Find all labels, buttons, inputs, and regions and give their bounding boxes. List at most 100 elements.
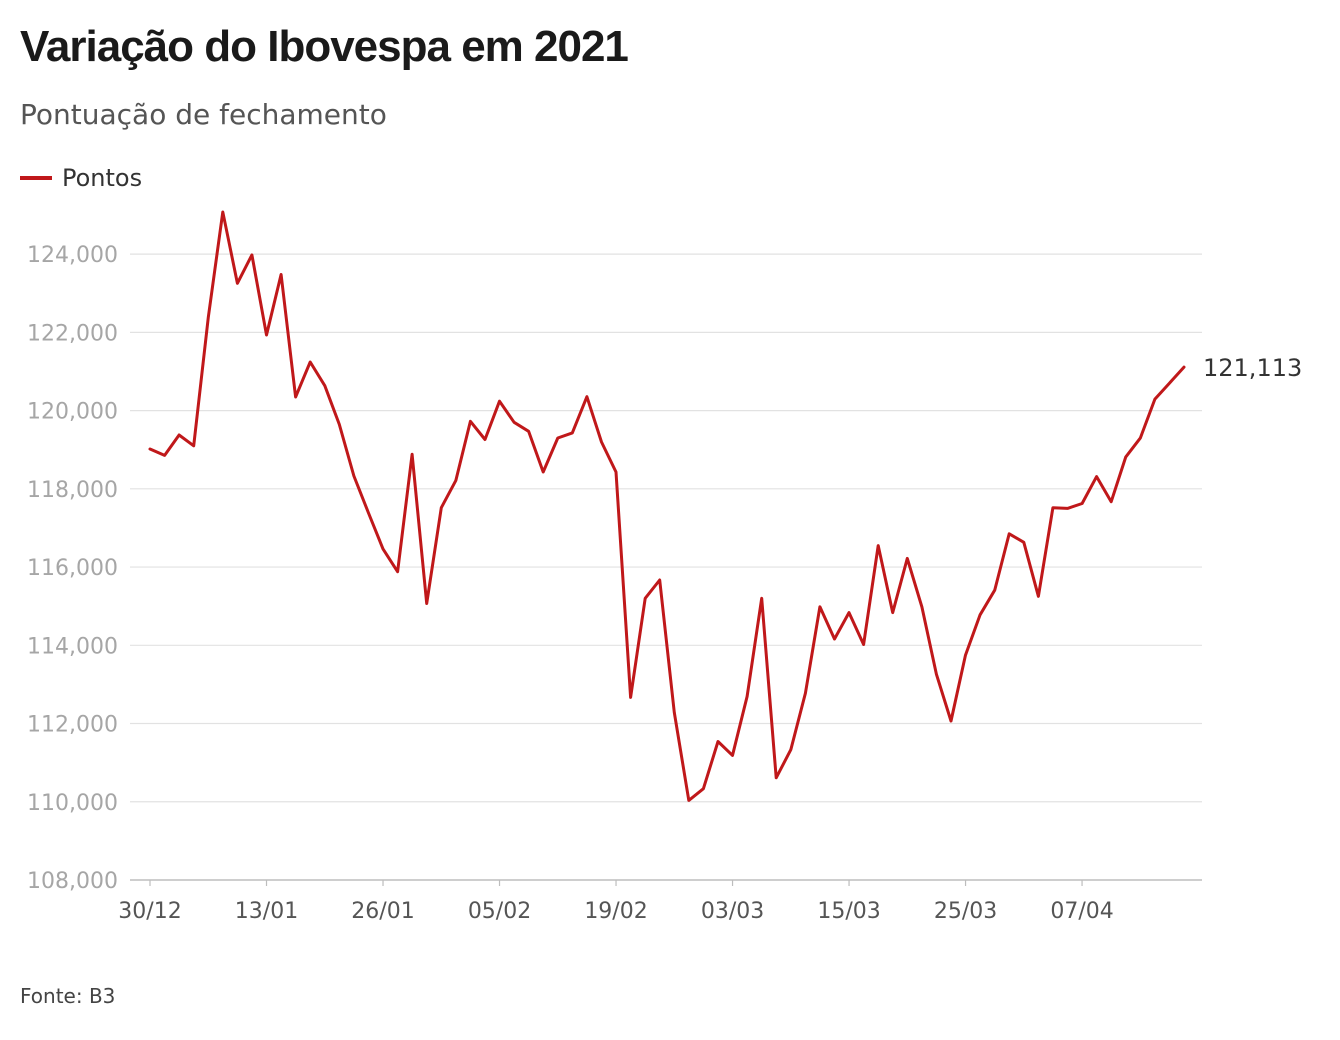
data-point — [803, 691, 807, 695]
data-point — [672, 711, 676, 715]
x-tick-label: 05/02 — [468, 899, 531, 924]
data-point — [483, 438, 487, 442]
data-point — [978, 613, 982, 617]
x-tick-label: 15/03 — [817, 899, 880, 924]
data-point — [920, 605, 924, 609]
data-point — [701, 787, 705, 791]
data-point — [1182, 365, 1186, 369]
data-point — [163, 453, 167, 457]
chart-title: Variação do Ibovespa em 2021 — [20, 22, 629, 71]
y-tick-label: 108,000 — [27, 869, 118, 894]
data-point — [891, 611, 895, 615]
x-tick-label: 30/12 — [118, 899, 181, 924]
data-point — [905, 556, 909, 560]
data-point — [556, 436, 560, 440]
x-tick-label: 19/02 — [584, 899, 647, 924]
data-point — [1138, 436, 1142, 440]
data-point — [512, 420, 516, 424]
data-point — [716, 740, 720, 744]
data-point — [1153, 397, 1157, 401]
end-value-label: 121,113 — [1203, 354, 1302, 382]
data-point — [949, 719, 953, 723]
data-point — [1095, 475, 1099, 479]
data-point — [323, 384, 327, 388]
x-tick-label: 07/04 — [1050, 899, 1113, 924]
data-point — [250, 253, 254, 257]
data-point — [774, 776, 778, 780]
data-point — [585, 395, 589, 399]
data-point — [964, 653, 968, 657]
data-point — [1080, 502, 1084, 506]
data-point — [1036, 594, 1040, 598]
data-point — [410, 452, 414, 456]
data-point — [847, 611, 851, 615]
y-tick-label: 120,000 — [27, 400, 118, 425]
data-point — [1124, 455, 1128, 459]
data-point — [541, 470, 545, 474]
data-point — [425, 602, 429, 606]
data-point — [600, 440, 604, 444]
series-layer: 121,113 — [148, 210, 1302, 802]
data-point — [818, 605, 822, 609]
data-point — [789, 748, 793, 752]
data-point — [396, 570, 400, 574]
data-point — [1066, 506, 1070, 510]
data-point — [993, 588, 997, 592]
data-point — [294, 395, 298, 399]
data-point — [643, 596, 647, 600]
x-tick-label: 26/01 — [351, 899, 414, 924]
data-point — [833, 637, 837, 641]
data-point — [206, 315, 210, 319]
data-point — [570, 431, 574, 435]
data-point — [876, 544, 880, 548]
y-tick-label: 114,000 — [27, 634, 118, 659]
chart-legend: Pontos — [20, 164, 142, 192]
data-point — [862, 643, 866, 647]
y-tick-label: 112,000 — [27, 713, 118, 738]
data-point — [527, 429, 531, 433]
legend-swatch — [20, 176, 52, 180]
data-point — [279, 273, 283, 277]
legend-label: Pontos — [62, 164, 143, 192]
data-point — [439, 506, 443, 510]
y-tick-label: 110,000 — [27, 791, 118, 816]
data-point — [235, 281, 239, 285]
data-point — [192, 444, 196, 448]
x-tick-label: 25/03 — [934, 899, 997, 924]
y-axis-ticks: 108,000 110,000 112,000 114,000 116,000 118,0… — [27, 243, 118, 894]
y-tick-label: 118,000 — [27, 478, 118, 503]
chart-subtitle: Pontuação de fechamento — [20, 98, 387, 131]
data-point — [498, 399, 502, 403]
y-tick-label: 116,000 — [27, 556, 118, 581]
x-tick-label: 13/01 — [235, 899, 298, 924]
data-point — [177, 433, 181, 437]
data-point — [760, 596, 764, 600]
data-point — [629, 695, 633, 699]
data-point — [934, 672, 938, 676]
x-tick-label: 03/03 — [701, 899, 764, 924]
data-point — [381, 547, 385, 551]
data-point — [614, 470, 618, 474]
data-point — [352, 474, 356, 478]
series-line-pontos — [148, 210, 1186, 802]
data-point — [1022, 540, 1026, 544]
data-point — [1167, 381, 1171, 385]
source-note: Fonte: B3 — [20, 984, 116, 1008]
data-point — [468, 419, 472, 423]
data-point — [367, 511, 371, 515]
data-point — [1007, 532, 1011, 536]
data-point — [1109, 500, 1113, 504]
data-point — [1051, 506, 1055, 510]
data-point — [687, 798, 691, 802]
y-tick-label: 122,000 — [27, 321, 118, 346]
data-point — [337, 422, 341, 426]
data-point — [658, 578, 662, 582]
data-point — [308, 360, 312, 364]
x-axis-ticks: 30/12 13/01 26/01 05/02 19/02 03/03 15/03 25/03… — [118, 880, 1114, 924]
data-point — [265, 333, 269, 337]
y-tick-label: 124,000 — [27, 243, 118, 268]
data-point — [745, 695, 749, 699]
data-point — [221, 210, 225, 214]
data-point — [454, 479, 458, 483]
